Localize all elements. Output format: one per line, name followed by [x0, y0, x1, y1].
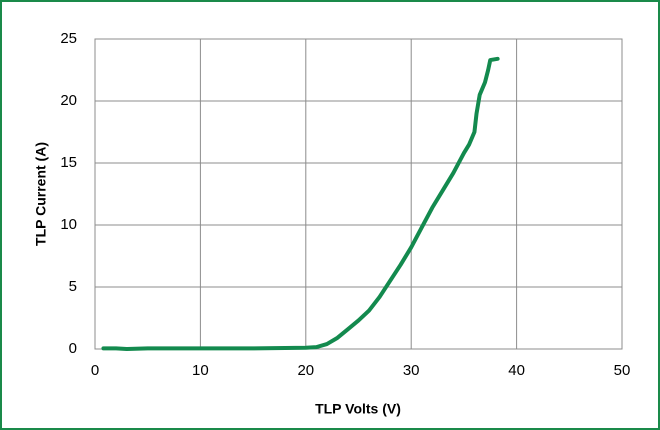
y-tick-label: 20: [60, 92, 77, 109]
x-tick-label: 50: [614, 362, 631, 379]
x-tick-label: 0: [91, 362, 99, 379]
x-tick-label: 30: [403, 362, 420, 379]
plot-area: [94, 38, 623, 350]
y-tick-label: 10: [60, 216, 77, 233]
y-axis-label: TLP Current (A): [33, 142, 49, 246]
y-tick-label: 0: [69, 340, 77, 357]
x-axis-label: TLP Volts (V): [315, 401, 401, 417]
y-tick-label: 15: [60, 154, 77, 171]
y-tick-label: 25: [60, 30, 77, 47]
data-line: [101, 56, 500, 351]
y-tick-label: 5: [69, 278, 77, 295]
x-tick-label: 20: [297, 362, 314, 379]
x-tick-label: 10: [192, 362, 209, 379]
x-tick-label: 40: [508, 362, 525, 379]
